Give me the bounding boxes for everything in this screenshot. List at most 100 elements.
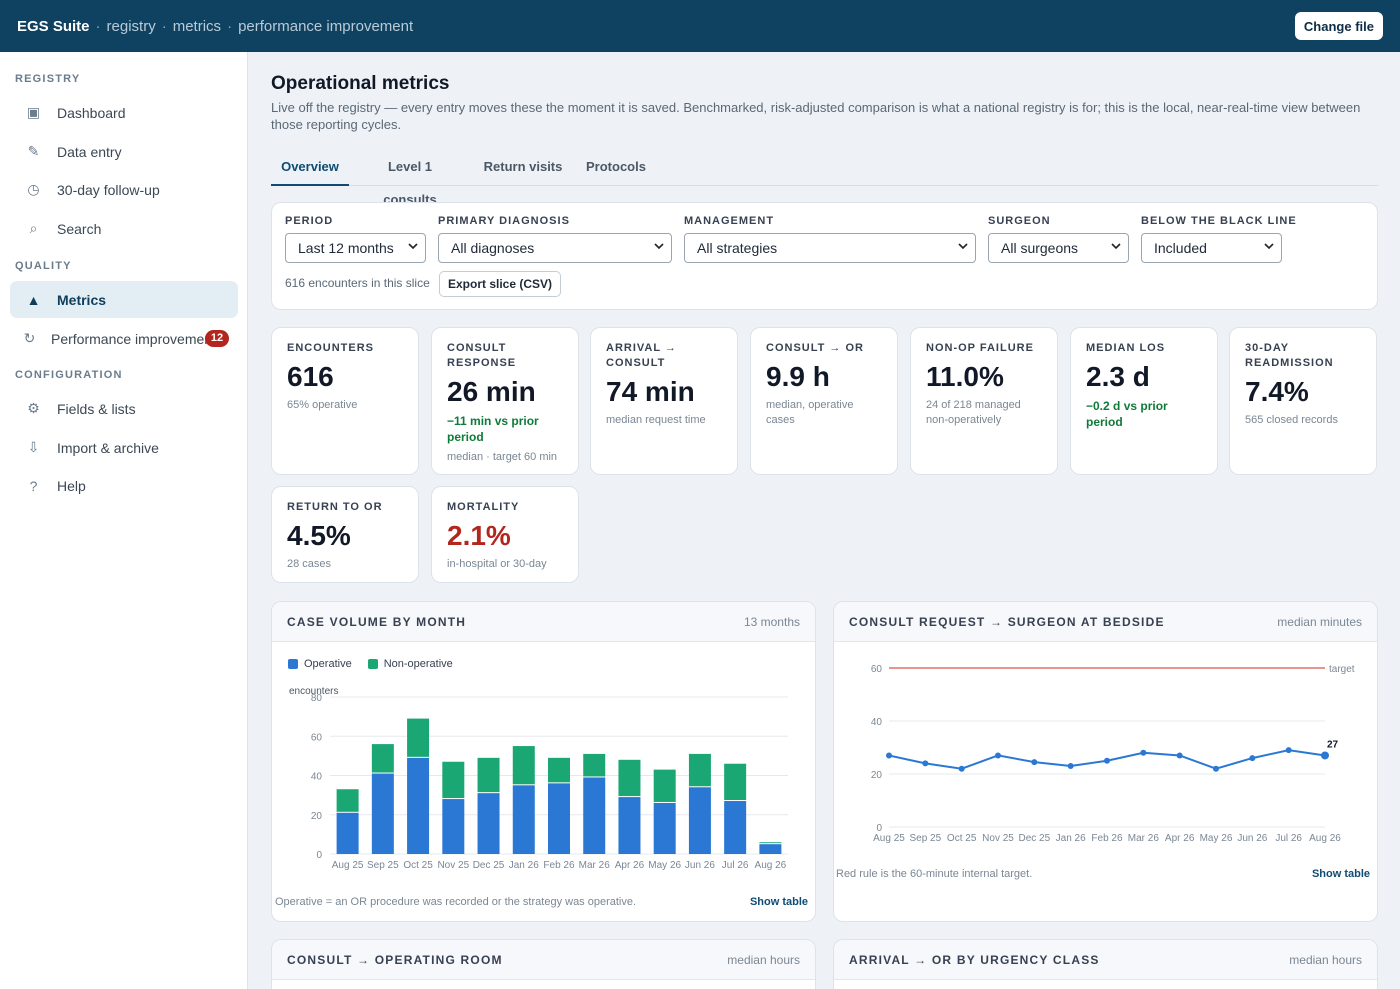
export-csv-button[interactable]: Export slice (CSV) xyxy=(439,271,562,297)
y-tick-label: 60 xyxy=(871,664,883,675)
kpi-delta: −11 min vs prior period xyxy=(447,414,539,444)
sidebar-item-data-entry[interactable]: ✎ Data entry xyxy=(10,133,238,170)
chevron-down-icon xyxy=(654,243,664,250)
kpi-return-or: Return to OR 4.5% 28 cases xyxy=(271,486,419,583)
x-tick-label: Sep 25 xyxy=(367,860,399,871)
kpi-value: 2.3 d xyxy=(1086,361,1150,392)
bar-operative xyxy=(548,783,570,854)
x-tick-label: Aug 25 xyxy=(332,860,364,871)
kpi-mortality: Mortality 2.1% in-hospital or 30-day xyxy=(431,486,579,583)
kpi-subtext: 28 cases xyxy=(287,558,332,570)
kpi-readmission: 30-day readmission 7.4% 565 closed recor… xyxy=(1229,327,1377,475)
breadcrumb-metrics[interactable]: metrics xyxy=(172,17,222,35)
x-tick-label: Jun 26 xyxy=(1237,833,1267,844)
x-tick-label: Aug 25 xyxy=(873,833,905,844)
bar-non-operative xyxy=(759,842,782,844)
bar-non-operative xyxy=(371,744,394,773)
tab-protocols[interactable]: Protocols xyxy=(586,159,646,174)
sidebar-item-fields[interactable]: ⚙ Fields & lists xyxy=(10,390,238,427)
bar-non-operative xyxy=(407,718,430,757)
diagnosis-select[interactable]: All diagnoses xyxy=(438,233,672,263)
sidebar-item-label: 30-day follow-up xyxy=(57,181,160,198)
management-select[interactable]: All strategies xyxy=(684,233,976,263)
x-tick-label: Jul 26 xyxy=(722,860,749,871)
top-bar: EGS Suite · registry · metrics · perform… xyxy=(0,0,1400,52)
gear-icon: ⚙ xyxy=(27,400,40,416)
sidebar-item-label: Import & archive xyxy=(57,439,159,456)
tab-overview[interactable]: Overview xyxy=(271,150,349,186)
x-tick-label: Oct 25 xyxy=(947,833,977,844)
chart-header: CASE VOLUME BY MONTH 13 months xyxy=(272,602,815,642)
tab-bar: Overview Level 1 consults Return visits … xyxy=(271,150,1378,207)
data-point xyxy=(886,752,892,759)
black-line-select[interactable]: Included xyxy=(1141,233,1282,263)
bar-operative xyxy=(371,773,394,854)
kpi-nonop-failure: Non-op failure 11.0% 24 of 218 managed n… xyxy=(910,327,1058,475)
management-label: MANAGEMENT xyxy=(684,215,775,227)
sidebar-item-search[interactable]: ⌕ Search xyxy=(10,210,238,247)
kpi-median-los: Median LOS 2.3 d −0.2 d vs prior period xyxy=(1070,327,1218,475)
y-tick-label: 40 xyxy=(871,717,883,728)
bar-non-operative xyxy=(336,789,359,812)
case-volume-card: CASE VOLUME BY MONTH 13 months Operative… xyxy=(271,601,816,922)
data-point xyxy=(1140,749,1147,756)
y-tick-label: 20 xyxy=(871,770,883,781)
sidebar-item-metrics[interactable]: ▲ Metrics xyxy=(10,281,238,318)
bar-operative xyxy=(477,793,500,854)
sidebar-item-dashboard[interactable]: ▣ Dashboard xyxy=(10,94,238,131)
chart-meta: median minutes xyxy=(1277,615,1362,629)
x-tick-label: Nov 25 xyxy=(982,833,1014,844)
y-tick-label: 0 xyxy=(876,823,882,834)
bar-non-operative xyxy=(688,753,711,787)
breadcrumb-separator: · xyxy=(95,17,101,35)
kpi-label: Mortality xyxy=(447,501,520,513)
tab-return-visits[interactable]: Return visits xyxy=(483,159,563,174)
y-tick-label: 0 xyxy=(316,850,322,861)
bar-operative xyxy=(759,844,782,854)
kpi-label: Encounters xyxy=(287,342,375,354)
period-select[interactable]: Last 12 months xyxy=(285,233,426,263)
chevron-down-icon xyxy=(1264,243,1274,250)
sidebar-item-label: Metrics xyxy=(57,291,107,308)
consult-response-chart: 0 20 40 60 target 27 Aug 25 Sep 25 Oct 25 Nov 25 D… xyxy=(871,664,1355,844)
black-line-label: BELOW THE BLACK LINE xyxy=(1141,215,1297,227)
page-description: Live off the registry — every entry move… xyxy=(271,100,1361,132)
y-tick-label: 80 xyxy=(311,693,323,704)
show-table-link[interactable]: Show table xyxy=(1311,868,1370,880)
data-point xyxy=(958,765,965,772)
breadcrumb-separator: · xyxy=(227,17,233,35)
surgeon-select[interactable]: All surgeons xyxy=(988,233,1129,263)
chart-footnote: Operative = an OR procedure was recorded… xyxy=(275,896,637,908)
kpi-subtext: median, operative cases xyxy=(766,399,854,426)
legend-swatch xyxy=(288,659,298,669)
kpi-label: 30-day readmission xyxy=(1245,342,1334,369)
chevron-down-icon xyxy=(408,243,418,250)
show-table-link[interactable]: Show table xyxy=(749,896,808,908)
chart-footnote: Red rule is the 60-minute internal targe… xyxy=(836,868,1033,880)
count-badge: 12 xyxy=(205,330,229,347)
sidebar-item-followup[interactable]: ◷ 30-day follow-up xyxy=(10,171,238,208)
bar-operative xyxy=(618,797,641,854)
x-tick-label: Jan 26 xyxy=(509,860,539,871)
breadcrumb-registry[interactable]: registry xyxy=(106,17,156,35)
bar-non-operative xyxy=(724,763,747,801)
target-label: target xyxy=(1329,664,1355,675)
bar-non-operative xyxy=(477,757,500,793)
tab-level1-consults[interactable]: Level 1 consults xyxy=(383,159,437,207)
sidebar-item-performance[interactable]: ↻ Performance improvement 12 xyxy=(10,320,238,357)
y-tick-label: 40 xyxy=(311,772,323,783)
chart-title: CONSULT → OPERATING ROOM xyxy=(287,953,503,967)
consult-response-card: CONSULT REQUEST → SURGEON AT BEDSIDE med… xyxy=(833,601,1378,922)
clock-icon: ◷ xyxy=(27,181,40,197)
data-point xyxy=(1285,747,1292,754)
change-file-button[interactable]: Change file xyxy=(1294,12,1383,40)
page-title: Operational metrics xyxy=(271,73,450,94)
kpi-value: 26 min xyxy=(447,376,536,407)
sidebar-item-import[interactable]: ⇩ Import & archive xyxy=(10,429,238,466)
sidebar-item-help[interactable]: ? Help xyxy=(10,467,238,504)
sidebar-item-label: Performance improvement xyxy=(51,330,216,347)
help-icon: ? xyxy=(29,477,38,494)
data-point xyxy=(1213,765,1219,772)
chart-meta: median hours xyxy=(727,953,800,967)
kpi-subtext: 24 of 218 managed non-operatively xyxy=(926,399,1021,426)
